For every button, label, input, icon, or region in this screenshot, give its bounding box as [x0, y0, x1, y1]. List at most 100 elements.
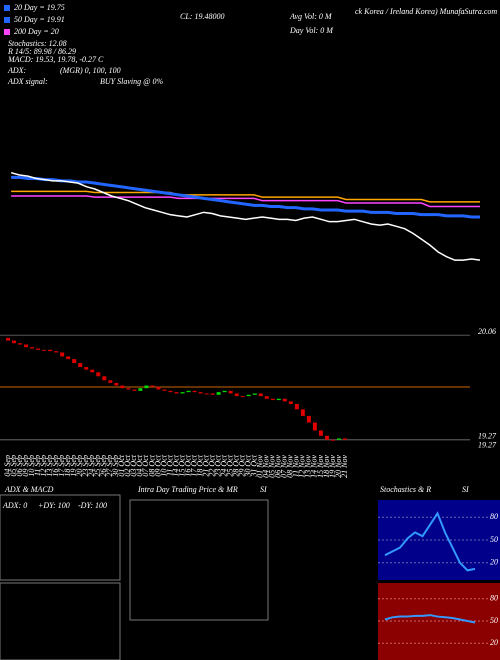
- candle: [264, 396, 269, 399]
- candle: [204, 393, 209, 395]
- candle: [90, 369, 95, 373]
- x-tick-label: 07 Nov: [280, 455, 289, 478]
- x-tick-label: 20 Nov: [334, 455, 343, 478]
- rsi-line: [384, 614, 476, 624]
- x-tick-label: 13 Nov: [304, 455, 313, 478]
- candle: [258, 393, 263, 397]
- x-tick-label: 05 Sep: [9, 455, 18, 477]
- candle: [306, 415, 311, 423]
- candle: [336, 438, 341, 440]
- macd-panel: [0, 582, 121, 660]
- x-tick-label: 12 Nov: [298, 455, 307, 478]
- price-line: [10, 171, 481, 261]
- x-tick-label: 20 Sep: [75, 455, 84, 477]
- x-tick-label: 08 Nov: [286, 455, 295, 478]
- x-tick-label: 04 Nov: [262, 455, 271, 478]
- candle: [240, 396, 245, 398]
- x-tick-label: 16 Oct: [183, 454, 192, 476]
- x-tick-label: 06 Sep: [15, 455, 24, 477]
- candle: [120, 385, 125, 389]
- y-tick-label: 20: [490, 558, 498, 567]
- price-label: 19.27: [478, 432, 497, 441]
- x-tick-label: 10 Oct: [159, 454, 168, 476]
- candle: [288, 401, 293, 405]
- candle: [162, 389, 167, 391]
- candle: [18, 343, 23, 345]
- adx-text: -DY: 100: [78, 501, 107, 510]
- x-tick-label: 16 Sep: [51, 455, 60, 477]
- intraday-title: Intra Day Trading Price & MR: [137, 485, 238, 494]
- candle: [168, 390, 173, 393]
- legend-text: ADX:: [7, 66, 27, 75]
- candle: [150, 385, 155, 387]
- x-tick-label: 04 Oct: [135, 454, 144, 476]
- legend-text: 50 Day = 19.91: [14, 15, 65, 24]
- candle: [252, 393, 257, 395]
- candle: [234, 393, 239, 397]
- legend-text: 20 Day = 19.75: [14, 3, 65, 12]
- candle: [186, 390, 191, 393]
- candle: [138, 388, 143, 391]
- candle: [42, 349, 47, 351]
- x-tick-label: 01 Oct: [117, 454, 126, 476]
- candle: [36, 348, 41, 350]
- x-tick-label: 12 Sep: [39, 455, 48, 477]
- candle: [180, 392, 185, 394]
- ma-line: [11, 195, 480, 208]
- x-tick-label: 29 Oct: [238, 454, 247, 476]
- candle: [276, 398, 281, 401]
- x-tick-label: 17 Oct: [189, 454, 198, 476]
- ma-line: [11, 190, 480, 203]
- x-tick-label: 01 Nov: [256, 455, 265, 478]
- legend-text: MACD: 19.53, 19.78, -0.27 C: [7, 55, 104, 64]
- x-tick-label: 24 Oct: [219, 454, 228, 476]
- candle: [192, 390, 197, 393]
- x-tick-label: 09 Sep: [21, 455, 30, 477]
- y-tick-label: 20: [490, 638, 498, 647]
- day-vol: Day Vol: 0 M: [289, 26, 334, 35]
- y-tick-label: 80: [490, 594, 498, 603]
- x-tick-label: 14 Nov: [310, 455, 319, 478]
- candle: [198, 392, 203, 394]
- x-tick-label: 23 Sep: [81, 455, 90, 477]
- stoch-title: Stochastics & R: [380, 485, 431, 494]
- candle: [30, 347, 35, 349]
- legend-text: (MGR) 0, 100, 100: [60, 66, 121, 75]
- avg-vol: Avg Vol: 0 M: [289, 12, 333, 21]
- candle: [330, 439, 335, 441]
- legend-text: R 14/5: 89.98 / 86.29: [7, 47, 76, 56]
- candle: [174, 392, 179, 394]
- x-tick-label: 21 Nov: [340, 455, 349, 478]
- adx-text: +DY: 100: [38, 501, 70, 510]
- candle: [108, 380, 113, 383]
- x-tick-label: 19 Sep: [69, 455, 78, 477]
- candle: [84, 367, 89, 370]
- candle: [270, 398, 275, 401]
- candle: [96, 372, 101, 377]
- adx-title: ADX & MACD: [4, 485, 54, 494]
- site: ck Korea / Ireland Korea) MunafaSutra.co…: [355, 7, 497, 16]
- x-tick-label: 17 Sep: [57, 455, 66, 477]
- x-tick-label: 25 Oct: [225, 454, 234, 476]
- intraday-panel: [129, 499, 269, 621]
- x-tick-label: 11 Oct: [165, 454, 174, 476]
- x-tick-label: 15 Oct: [177, 454, 186, 476]
- close-label: CL: 19.48000: [180, 12, 224, 21]
- x-tick-label: 24 Sep: [87, 455, 96, 477]
- legend-text: 200 Day = 20: [14, 27, 59, 36]
- x-tick-label: 03 Oct: [129, 454, 138, 476]
- x-tick-label: 13 Sep: [45, 455, 54, 477]
- legend-text: Stochastics: 12.08: [8, 39, 67, 48]
- x-tick-label: 23 Oct: [213, 454, 222, 476]
- candle: [66, 356, 71, 360]
- candle: [144, 385, 149, 389]
- legend-swatch: [4, 29, 10, 35]
- candle: [156, 386, 161, 390]
- y-tick-label: 50: [490, 535, 498, 544]
- x-tick-label: 15 Nov: [316, 455, 325, 478]
- candle: [12, 340, 17, 344]
- price-label: 20.06: [478, 327, 496, 336]
- x-tick-label: 31 Oct: [250, 454, 259, 477]
- candle: [222, 390, 227, 393]
